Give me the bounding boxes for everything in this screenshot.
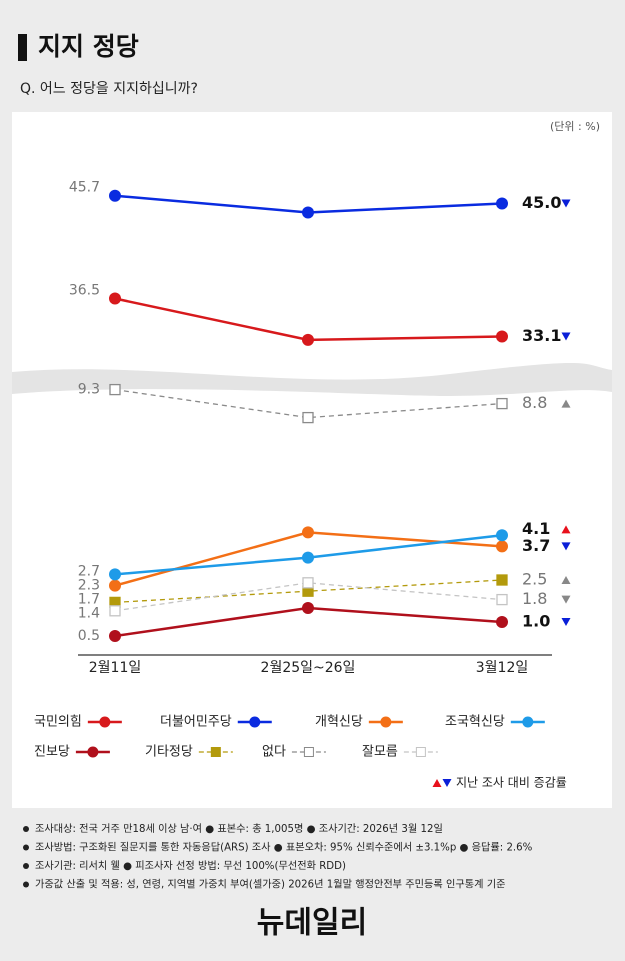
legend-symbol: [415, 747, 426, 757]
legend-label: 더불어민주당: [160, 715, 232, 730]
end-value-label: 4.1: [522, 519, 550, 538]
point: [496, 616, 508, 628]
point: [302, 577, 314, 589]
point: [109, 292, 121, 305]
point: [109, 189, 121, 202]
end-value-label: 8.8: [522, 393, 547, 412]
point: [302, 411, 314, 424]
legend-label: 잘모름: [362, 745, 398, 760]
point: [496, 593, 508, 606]
note: 조사방법: 구조화된 질문지를 통한 자동응답(ARS) 조사 ● 표본오차: …: [35, 842, 533, 854]
x-tick-label: 2월25일~26일: [261, 660, 356, 676]
end-value-label: 1.0: [522, 612, 550, 631]
legend-symbol: [303, 747, 314, 757]
x-tick-label: 2월11일: [89, 660, 141, 676]
note-bullet: [23, 881, 29, 888]
point: [109, 579, 121, 592]
point: [302, 333, 314, 346]
change-arrow: [561, 399, 571, 408]
series-line: [114, 388, 503, 419]
legend-down-arrow: [442, 779, 452, 787]
start-value-label: 45.7: [69, 180, 100, 196]
note: 가중값 산출 및 적용: 성, 연령, 지역별 가중치 부여(셀가중) 2026…: [35, 879, 506, 891]
subtitle: Q. 어느 정당을 지지하십니까?: [20, 81, 198, 97]
note: 조사기관: 리서치 웰 ● 피조사자 선정 방법: 무선 100%(무선전화 R…: [35, 860, 346, 872]
point: [302, 206, 314, 219]
end-value-label: 45.0: [522, 193, 561, 212]
panel: [12, 112, 612, 808]
end-value-label: 2.5: [522, 570, 547, 589]
legend-label: 진보당: [34, 745, 70, 760]
point: [109, 383, 121, 396]
legend-symbol: [249, 716, 261, 728]
start-value-label: 9.3: [78, 382, 100, 398]
point: [496, 529, 508, 542]
legend-label: 조국혁신당: [445, 715, 505, 730]
legend-up-arrow: [432, 779, 442, 787]
change-arrow: [561, 332, 571, 341]
note-bullet: [23, 826, 29, 832]
start-value-label: 1.7: [78, 592, 100, 608]
chart-title: 지지 정당: [38, 32, 139, 61]
point: [302, 551, 314, 564]
note-bullet: [23, 863, 29, 869]
point: [496, 574, 508, 586]
change-arrow: [561, 525, 571, 534]
start-value-label: 2.3: [78, 578, 100, 594]
point: [496, 197, 508, 210]
legend-symbol: [380, 716, 392, 728]
legend-label: 기타정당: [145, 745, 193, 760]
point: [109, 605, 121, 617]
unit: (단위 : %): [550, 120, 600, 133]
start-value-label: 36.5: [69, 283, 100, 299]
start-value-label: 0.5: [78, 628, 100, 644]
legend-symbol: [99, 716, 111, 728]
start-value-label: 2.7: [78, 564, 100, 580]
title-bar: [18, 34, 27, 61]
end-value-label: 3.7: [522, 536, 550, 555]
series-line: [114, 582, 503, 612]
note: 조사대상: 전국 거주 만18세 이상 남·여 ● 표본수: 총 1,005명 …: [35, 823, 443, 835]
end-value-label: 33.1: [522, 326, 561, 345]
change-arrow: [561, 576, 571, 584]
axis-break: [12, 362, 612, 396]
legend-symbol: [87, 746, 99, 758]
point: [496, 397, 508, 410]
point: [109, 630, 121, 642]
change-arrow: [561, 542, 571, 551]
point: [496, 540, 508, 553]
legend-symbol: [210, 747, 221, 757]
logo: 뉴데일리: [257, 906, 367, 941]
start-value-label: 1.4: [78, 606, 100, 622]
point: [109, 568, 121, 581]
legend-symbol: [522, 716, 534, 728]
point: [496, 330, 508, 343]
point: [302, 602, 314, 614]
change-arrow: [561, 618, 571, 626]
point: [302, 526, 314, 539]
end-value-label: 1.8: [522, 589, 547, 608]
change-arrow: [561, 199, 571, 208]
change-note: 지난 조사 대비 증감률: [456, 776, 567, 790]
legend-label: 없다: [262, 745, 286, 760]
legend-label: 개혁신당: [315, 715, 363, 730]
x-tick-label: 3월12일: [476, 660, 528, 676]
legend-label: 국민의힘: [34, 715, 82, 730]
change-arrow: [561, 595, 571, 604]
note-bullet: [23, 844, 29, 851]
